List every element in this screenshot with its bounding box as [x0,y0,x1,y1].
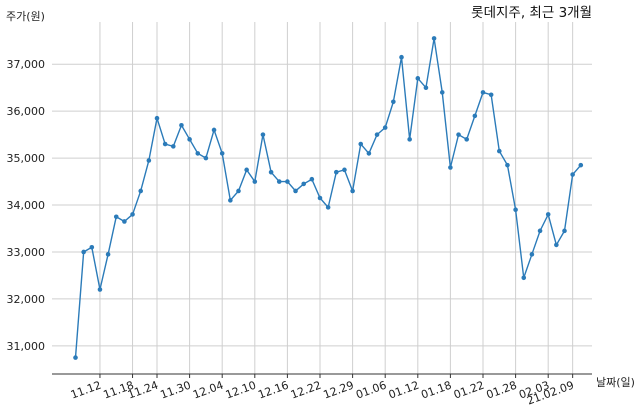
data-point [203,155,209,161]
price-line [74,38,582,358]
y-axis-label: 주가(원) [6,10,45,23]
data-point [236,188,241,194]
y-tick-label: 31,000 [7,340,46,353]
x-axis-label: 날짜(일) [596,375,635,389]
data-point [497,148,502,154]
data-point [350,188,355,194]
data-point [171,144,176,149]
data-point [342,167,347,173]
data-point [89,244,95,250]
data-point [162,141,168,147]
data-point [219,151,225,156]
data-point [448,165,453,170]
data-point [382,125,388,130]
data-point [130,212,135,217]
data-point [358,141,364,147]
y-tick-label: 33,000 [7,246,46,259]
data-point [325,205,331,210]
data-point [285,179,290,184]
axes [52,373,592,378]
data-point [562,228,567,234]
data-point [431,36,437,41]
data-point [407,137,412,142]
chart-title: 롯데지주, 최근 3개월 [471,5,592,21]
grid [52,22,592,374]
data-point [554,242,559,248]
data-point [456,132,461,137]
data-point [545,212,551,217]
data-point [415,76,421,81]
data-point [154,115,160,121]
data-point [399,54,404,60]
data-point [570,172,575,177]
data-point [472,113,478,119]
data-point [293,188,298,194]
data-point [480,90,486,95]
data-points [73,36,584,360]
x-tick-labels: 11.1211.1811.2411.3012.0412.1012.1612.22… [69,379,576,408]
data-point [260,132,266,137]
data-point [138,188,143,194]
data-point [146,158,152,163]
x-tick-label: 11.30 [159,379,193,402]
data-point [423,85,429,91]
data-point [179,122,184,128]
data-point [578,162,584,168]
data-point [113,214,119,220]
y-tick-label: 32,000 [7,293,46,306]
data-point [268,169,274,175]
x-tick-label: 01.28 [485,379,519,402]
data-point [228,198,233,203]
data-point [252,179,258,184]
y-tick-label: 35,000 [7,152,46,165]
data-point [505,162,510,168]
data-point [391,99,396,105]
y-tick-labels: 31,000 32,000 33,000 34,000 35,000 36,000 37,0… [7,58,46,353]
x-tick-label: 12.04 [191,379,225,402]
data-point [81,249,86,255]
data-point [97,287,103,292]
x-tick-label: 12.22 [289,379,323,402]
x-tick-label: 12.10 [224,379,258,402]
data-point [309,176,315,182]
data-point [334,169,339,175]
data-point [105,252,111,257]
x-tick-label: 01.06 [354,379,388,402]
data-point [521,275,527,281]
y-tick-label: 34,000 [7,199,46,212]
data-point [374,132,380,137]
data-point [244,167,249,173]
x-tick-label: 12.29 [322,379,356,402]
data-point [366,151,372,156]
data-point [276,179,282,184]
data-point [537,228,543,234]
data-point [195,151,201,156]
data-point [187,137,192,142]
data-point [317,195,323,201]
data-point [439,90,445,95]
data-point [301,181,307,187]
y-tick-label: 37,000 [7,58,46,71]
x-tick-label: 11.12 [69,379,103,402]
data-point [464,137,470,142]
data-point [73,355,78,360]
data-point [211,127,217,133]
data-point [513,207,518,213]
x-tick-label: 12.16 [256,379,290,402]
x-tick-label: 01.18 [419,379,453,402]
x-tick-label: 01.22 [452,379,486,402]
data-point [122,219,127,224]
data-point [529,252,535,257]
y-tick-label: 36,000 [7,105,46,118]
data-point [488,92,494,98]
x-tick-label: 01.12 [387,379,421,402]
